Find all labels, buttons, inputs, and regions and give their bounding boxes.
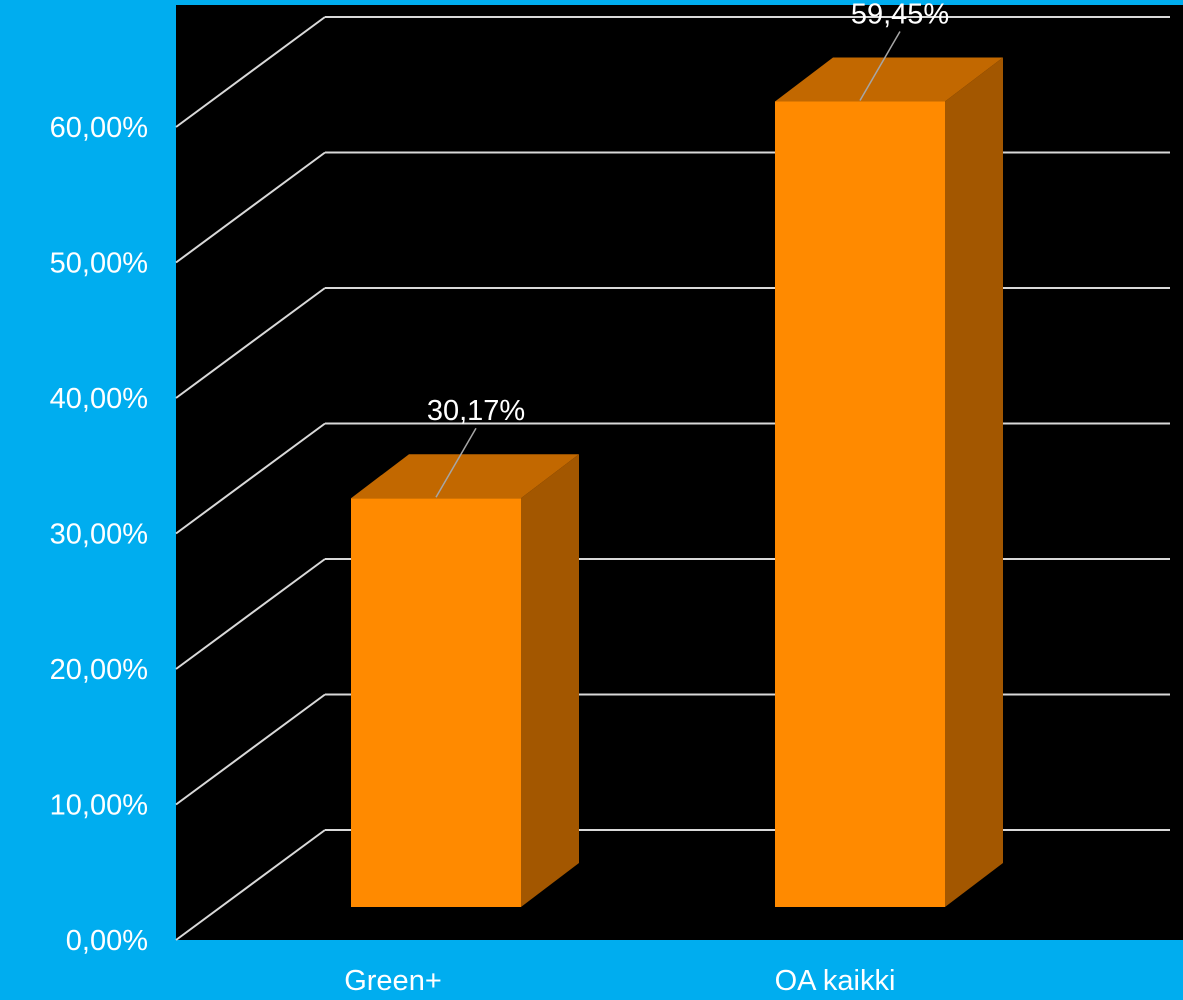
data-label-leader-0 [435,427,477,498]
gridline-diagonal-5 [175,151,326,264]
bars [351,57,1003,907]
gridline-diagonal-4 [175,287,326,399]
y-axis-ticks: 0,00% 10,00% 20,00% 30,00% 40,00% 50,00% 60,00… [50,112,148,957]
y-tick-label: 60,00% [50,112,148,144]
y-tick-label: 50,00% [50,248,148,280]
data-label-1: 59,45% [851,0,949,30]
plot-area [176,5,1183,940]
x-axis-categories: Green+ OA kaikki [344,965,895,997]
gridline-diagonal-1 [175,693,326,806]
bar-top-0 [351,454,579,499]
x-category-label: OA kaikki [775,965,896,997]
bar-top-1 [775,57,1003,102]
y-tick-label: 40,00% [50,383,148,415]
bar-front-1 [775,101,945,907]
y-tick-label: 10,00% [50,790,148,822]
gridline-diagonal-0 [175,829,326,941]
x-category-label: Green+ [344,965,442,997]
bar-front-0 [351,498,521,907]
gridline-diagonal-3 [175,422,326,535]
y-tick-label: 20,00% [50,654,148,686]
y-tick-label: 0,00% [66,925,148,957]
gridline-diagonal-6 [175,16,326,128]
gridline-diagonal-2 [175,558,326,670]
data-label-0: 30,17% [427,395,525,427]
data-labels: 30,17% 59,45% [427,0,949,498]
y-tick-label: 30,00% [50,519,148,551]
bar-side-0 [521,454,579,907]
bar-side-1 [945,57,1003,907]
data-label-leader-1 [859,31,901,101]
